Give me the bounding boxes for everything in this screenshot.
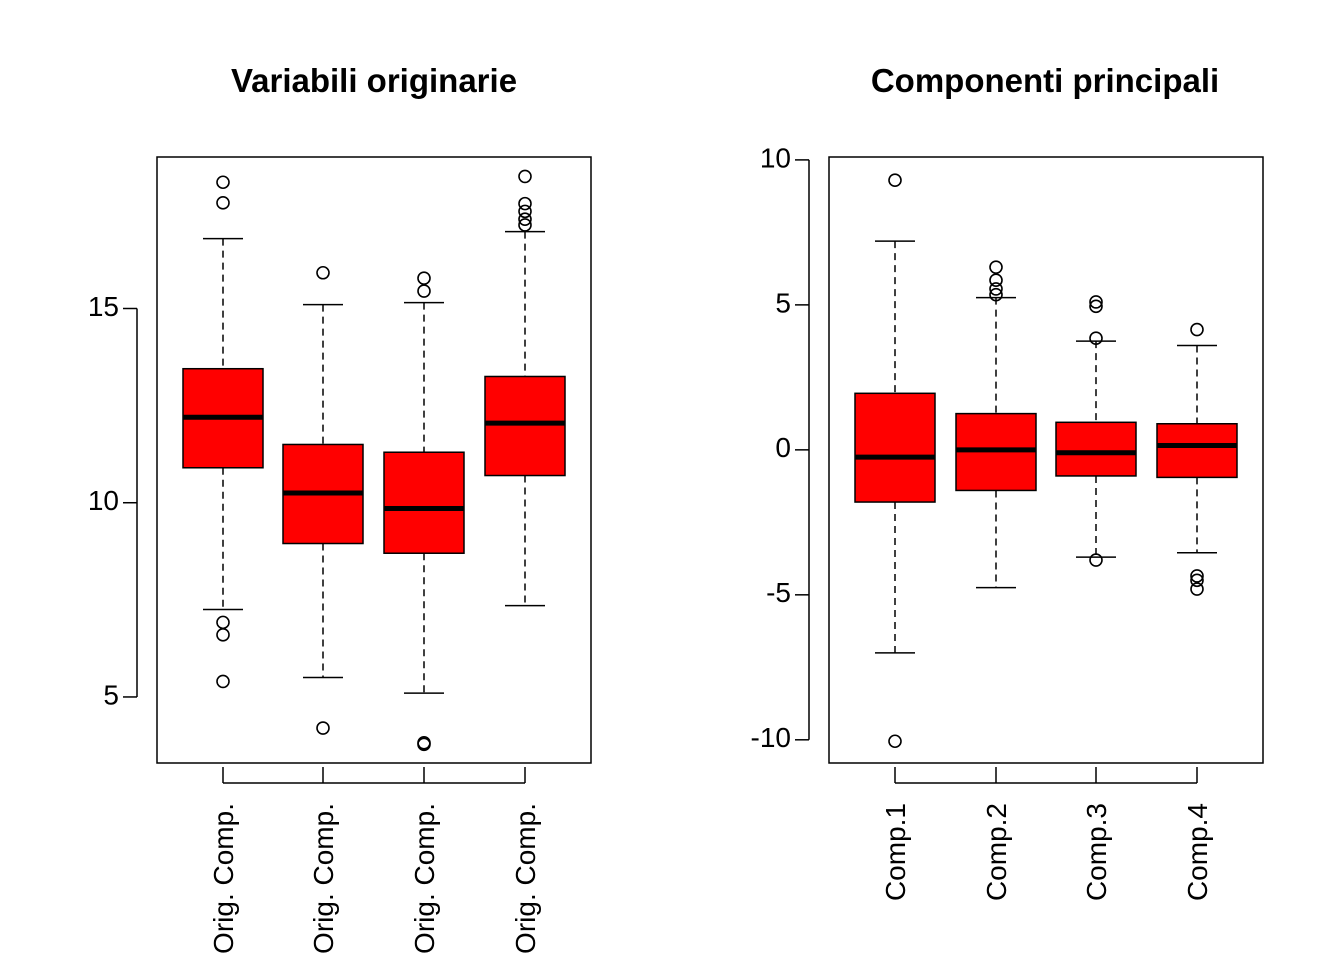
x-category-label: Orig. Comp. [409,803,440,954]
outlier-point [888,173,902,187]
outlier-point [518,169,532,184]
box [383,451,465,554]
outlier-point [989,273,1003,288]
y-tick-label: -10 [751,722,791,753]
y-tick-label: 10 [760,142,791,173]
outlier-point [1190,569,1204,583]
outlier-point [316,721,330,735]
outlier-point [518,212,532,226]
outlier-point [888,734,902,749]
y-tick-label: 15 [88,291,119,322]
box [484,375,566,477]
outlier-point [1089,553,1103,567]
boxplot-panel-variabili-originarie: Variabili originarie 5 10 15 Orig. Comp. Ori… [88,62,592,954]
outlier-point [316,265,330,280]
outlier-point [417,271,431,286]
y-tick-label: 0 [775,432,791,463]
outlier-point [216,615,230,630]
outlier-point [1190,322,1204,337]
x-category-label: Comp.4 [1182,803,1213,901]
outlier-point [1089,299,1103,314]
chart-title: Componenti principali [871,62,1219,99]
outlier-point [518,218,532,232]
outlier-point [1089,331,1103,346]
plot-frame [156,156,592,764]
x-category-label: Orig. Comp. [510,803,541,954]
outlier-point [417,284,431,298]
y-tick-label: 10 [88,485,119,516]
box [1156,423,1238,479]
outlier-point [1190,573,1204,588]
x-category-label: Comp.1 [880,803,911,901]
outlier-point [989,282,1003,296]
x-category-label: Orig. Comp. [208,803,239,954]
outlier-point [518,196,532,211]
y-tick-label: 5 [775,287,791,318]
outlier-point [216,674,230,689]
outlier-point [989,260,1003,274]
y-tick-label: -5 [766,577,791,608]
x-category-label: Comp.2 [981,803,1012,901]
outlier-point [417,737,431,752]
outlier-point [1089,295,1103,309]
outlier-point [1190,582,1204,596]
box [1055,421,1137,477]
outlier-point [989,287,1003,302]
box [854,392,936,503]
boxplot-panel-componenti-principali: Componenti principali -10 -5 0 5 10 Comp.1 Com… [751,62,1264,901]
outlier-point [216,196,230,210]
y-tick-label: 5 [103,679,119,710]
x-category-label: Orig. Comp. [308,803,339,954]
outlier-point [518,204,532,219]
plot-frame [828,156,1264,764]
chart-title: Variabili originarie [231,62,517,99]
outlier-point [216,628,230,642]
outlier-point [216,175,230,190]
x-category-label: Comp.3 [1081,803,1112,901]
